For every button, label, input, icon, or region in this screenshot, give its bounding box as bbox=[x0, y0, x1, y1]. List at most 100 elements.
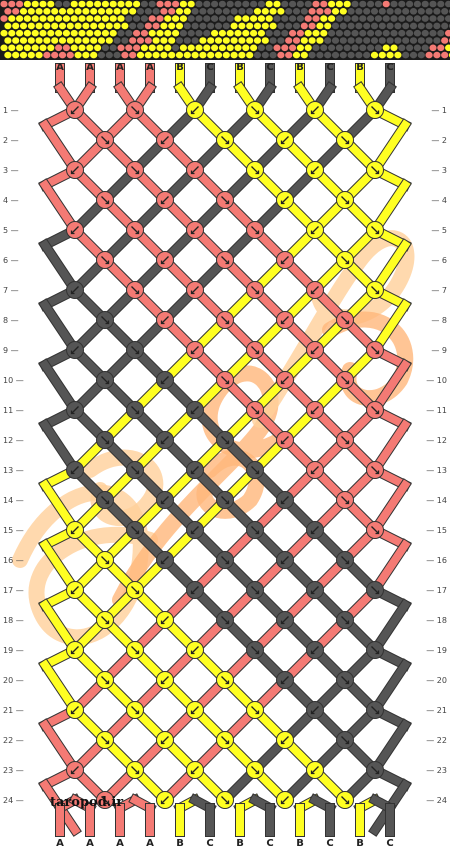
preview-knot bbox=[55, 15, 63, 22]
preview-knot bbox=[257, 44, 265, 52]
preview-knot bbox=[343, 44, 351, 52]
preview-knot bbox=[441, 37, 449, 44]
preview-knot bbox=[31, 15, 39, 22]
preview-knot bbox=[417, 22, 425, 30]
knot-arrow bbox=[221, 796, 229, 804]
preview-knot bbox=[156, 44, 164, 52]
knot-arrow bbox=[191, 766, 199, 774]
knot-arrowhead bbox=[345, 200, 350, 205]
knot-arrowhead bbox=[225, 500, 230, 505]
preview-knot bbox=[355, 22, 363, 30]
preview-knot bbox=[12, 37, 20, 44]
preview-knot bbox=[394, 37, 402, 44]
preview-knot bbox=[335, 15, 343, 22]
preview-knot bbox=[222, 8, 230, 15]
preview-knot bbox=[39, 0, 47, 8]
preview-knot bbox=[78, 15, 86, 22]
preview-knot bbox=[292, 22, 301, 30]
knot-arrow bbox=[281, 136, 289, 144]
preview-knot bbox=[386, 22, 394, 30]
knot-arrow bbox=[101, 316, 109, 324]
preview-knot bbox=[82, 37, 90, 44]
knot-arrow bbox=[71, 766, 79, 774]
preview-knot bbox=[78, 29, 86, 37]
knot-arrow bbox=[161, 676, 169, 684]
knot-arrowhead bbox=[190, 650, 195, 655]
preview-knot bbox=[285, 51, 293, 59]
knot-arrowhead bbox=[135, 530, 140, 535]
preview-knot bbox=[367, 44, 375, 52]
preview-knot bbox=[0, 0, 8, 8]
row-number-right: — 8 bbox=[431, 316, 447, 325]
knot-arrowhead bbox=[160, 800, 165, 805]
knot-arrowhead bbox=[280, 440, 285, 445]
knot-arrowhead bbox=[280, 620, 285, 625]
row-number-left: 17 — bbox=[3, 586, 24, 595]
knot-arrowhead bbox=[375, 110, 380, 115]
preview-knot bbox=[437, 15, 445, 22]
row-number-right: — 20 bbox=[426, 676, 447, 685]
preview-knot bbox=[257, 29, 265, 37]
knot-arrowhead bbox=[70, 170, 75, 175]
knot-arrowhead bbox=[135, 170, 140, 175]
preview-knot bbox=[121, 8, 129, 15]
preview-knot bbox=[429, 15, 437, 22]
preview-knot bbox=[312, 29, 320, 37]
preview-knot bbox=[129, 51, 137, 59]
preview-knot bbox=[273, 15, 281, 22]
preview-knot bbox=[62, 29, 70, 37]
preview-knot bbox=[289, 0, 297, 8]
thread-edge bbox=[39, 539, 81, 596]
preview-knot bbox=[363, 37, 371, 44]
knot-arrow bbox=[131, 526, 139, 534]
knot-arrow bbox=[311, 286, 319, 294]
preview-knot bbox=[211, 15, 219, 22]
preview-knot bbox=[94, 0, 102, 8]
knot-arrow bbox=[191, 706, 199, 714]
preview-knot bbox=[164, 15, 172, 22]
preview-knot bbox=[246, 37, 254, 44]
preview-knot bbox=[261, 37, 269, 44]
knot-arrowhead bbox=[105, 140, 110, 145]
knot-arrow bbox=[371, 226, 379, 234]
knot-arrow bbox=[161, 556, 169, 564]
knot-arrow bbox=[281, 736, 289, 744]
knot-arrow bbox=[101, 676, 109, 684]
knot-arrow bbox=[371, 466, 379, 474]
row-number-right: — 22 bbox=[426, 736, 447, 745]
knot-arrowhead bbox=[280, 680, 285, 685]
preview-knot bbox=[199, 51, 207, 59]
preview-knot bbox=[78, 44, 86, 52]
row-number-right: — 21 bbox=[426, 706, 447, 715]
knot-arrow bbox=[281, 796, 289, 804]
preview-knot bbox=[281, 29, 289, 37]
preview-knot bbox=[296, 44, 304, 52]
preview-knot bbox=[82, 51, 90, 59]
top-strand-label: B bbox=[176, 62, 184, 73]
preview-knot bbox=[324, 37, 332, 44]
preview-knot bbox=[230, 8, 238, 15]
knot-arrow bbox=[131, 286, 139, 294]
preview-knot bbox=[300, 22, 308, 30]
knot-arrowhead bbox=[190, 170, 195, 175]
knot-arrow bbox=[191, 526, 199, 534]
preview-knot bbox=[238, 8, 246, 15]
preview-knot bbox=[370, 8, 379, 15]
preview-knot bbox=[90, 51, 98, 59]
knot-arrowhead bbox=[310, 290, 315, 295]
preview-knot bbox=[39, 15, 47, 22]
preview-knot bbox=[277, 8, 285, 15]
knot-arrow bbox=[341, 796, 349, 804]
preview-knot bbox=[253, 22, 262, 30]
bottom-strand-label: A bbox=[146, 838, 154, 849]
preview-knot bbox=[292, 8, 301, 15]
knot-arrowhead bbox=[190, 770, 195, 775]
preview-knot bbox=[86, 44, 94, 52]
thread-edge bbox=[369, 119, 411, 176]
preview-knot bbox=[175, 22, 184, 30]
preview-knot bbox=[207, 51, 215, 59]
preview-knot bbox=[343, 15, 351, 22]
knot-arrowhead bbox=[190, 290, 195, 295]
preview-knot bbox=[308, 8, 316, 15]
